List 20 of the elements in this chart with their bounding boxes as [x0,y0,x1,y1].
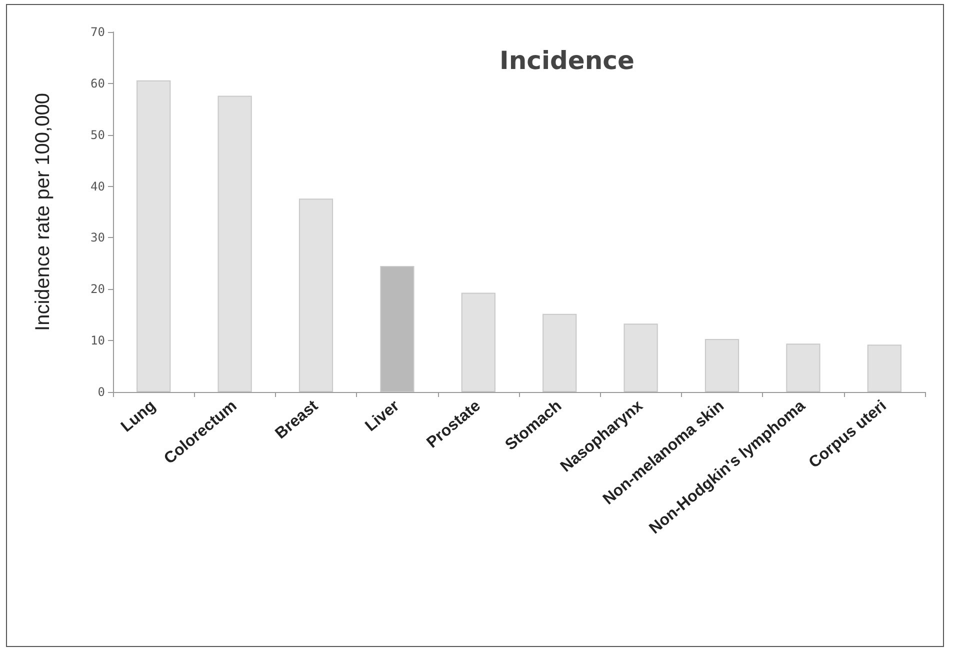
y-tick-label: 40 [90,179,105,194]
y-tick-label: 10 [90,334,105,348]
y-tick-label: 50 [90,128,105,142]
bar [380,266,414,392]
y-tick-label: 60 [90,76,105,90]
bar [624,324,658,392]
bar [786,344,820,392]
bar [704,339,740,392]
y-axis-title: Incidence rate per 100,000 [32,93,54,331]
bar [298,198,334,392]
y-tick-label: 0 [98,385,105,399]
bar [461,292,496,392]
bar [867,344,902,392]
y-tick-label: 70 [90,25,105,39]
y-tick-label: 30 [90,230,105,245]
y-tick-label: 20 [90,282,105,296]
bar [136,80,171,392]
bar [218,96,252,392]
text: Incidence [500,46,634,75]
bar [542,314,577,392]
